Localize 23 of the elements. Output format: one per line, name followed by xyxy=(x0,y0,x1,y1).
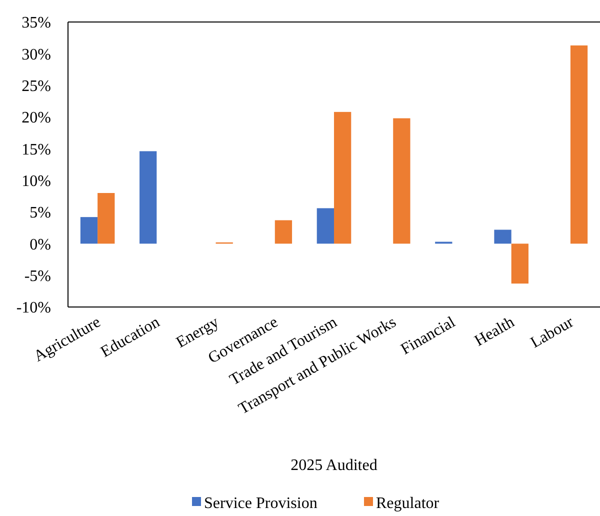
bar xyxy=(316,208,334,244)
y-tick-label: 35% xyxy=(22,14,51,32)
bar xyxy=(274,220,292,244)
bar xyxy=(80,217,98,244)
bar xyxy=(98,193,115,244)
legend-label: Service Provision xyxy=(204,495,318,512)
y-tick-label: -10% xyxy=(16,300,51,317)
y-tick-label: 20% xyxy=(22,110,51,127)
y-tick-label: 5% xyxy=(30,204,51,222)
y-tick-label: -5% xyxy=(24,268,51,285)
bar xyxy=(570,45,588,244)
y-tick-label: 0% xyxy=(30,236,51,254)
y-tick-label: 10% xyxy=(22,172,51,190)
bar xyxy=(140,151,157,244)
bar xyxy=(511,244,528,284)
bar xyxy=(334,112,352,244)
y-tick-label: 30% xyxy=(22,46,51,64)
legend-label: Regulator xyxy=(376,495,440,512)
y-tick-label: 25% xyxy=(22,78,51,95)
x-axis-title: 2025 Audited xyxy=(290,457,378,474)
bar xyxy=(393,118,410,244)
bar xyxy=(494,230,512,244)
y-tick-label: 15% xyxy=(22,141,51,158)
